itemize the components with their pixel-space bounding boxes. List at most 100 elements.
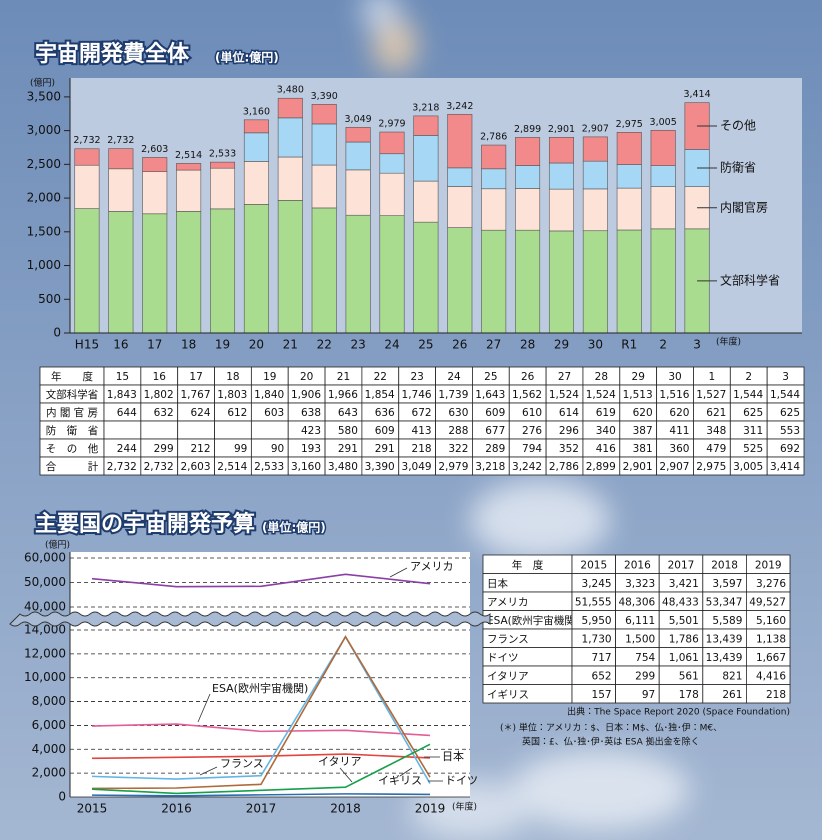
table-value: 413: [412, 425, 432, 437]
y-tick-label: 8,000: [32, 694, 66, 708]
x-tick-label: 2015: [77, 802, 108, 816]
line-series: [91, 743, 431, 795]
table-header: 2017: [668, 559, 695, 571]
total-label: 3,414: [683, 89, 710, 100]
table-value: 636: [375, 407, 395, 419]
bar-segment: [311, 123, 337, 166]
table-cell: [140, 420, 179, 440]
table-cell: [214, 420, 252, 440]
bar-segment: [650, 165, 676, 187]
table-value: 1,500: [625, 633, 655, 645]
x-tick-label: 23: [350, 338, 365, 352]
bar-segment: [447, 227, 473, 334]
chart-subtitle: (単位:億円): [215, 50, 279, 65]
legend-label: 文部科学省: [720, 272, 780, 287]
legend-leader: [339, 767, 353, 783]
table-value: 677: [485, 425, 505, 437]
x-tick-label: 21: [283, 338, 298, 352]
x-tick-label: 22: [317, 338, 332, 352]
table-value: 612: [227, 407, 247, 419]
table-value: 1,544: [770, 389, 800, 401]
table-value: 1,524: [586, 389, 616, 401]
table-header: 28: [595, 371, 608, 383]
table-value: 794: [522, 443, 542, 455]
table-value: 625: [780, 407, 800, 419]
table-value: 624: [190, 407, 210, 419]
bar-segment: [447, 113, 473, 169]
row-label: ドイツ: [487, 652, 519, 664]
legend-label: アメリカ: [410, 560, 453, 573]
table-cell: [766, 456, 805, 476]
bar-segment: [243, 161, 269, 205]
bar-segment: [582, 160, 608, 190]
table-value: 1,544: [733, 389, 763, 401]
cloud: [510, 750, 690, 830]
table-value: 291: [338, 443, 358, 455]
y-tick-label: 40,000: [24, 600, 66, 614]
table-header: 23: [410, 371, 423, 383]
table-value: 381: [633, 443, 653, 455]
bar-segment: [176, 169, 202, 212]
table-value: 1,667: [756, 652, 786, 664]
bar-segment: [582, 188, 608, 232]
unit-note: 英国：£、仏･独･伊･英は ESA 拠出金を除く: [522, 736, 700, 748]
x-tick-label: 2019: [415, 802, 446, 816]
x-axis-label: (年度): [452, 801, 477, 813]
row-label: イギリス: [487, 689, 529, 701]
bar-segment: [379, 215, 405, 334]
table-value: 13,439: [706, 633, 743, 645]
legend-leader: [199, 766, 218, 776]
y-tick-label: 0: [58, 790, 66, 804]
table-value: 48,433: [662, 596, 699, 608]
bar-segment: [345, 169, 371, 216]
legend-label: イタリア: [318, 755, 362, 768]
table-value: 416: [596, 443, 616, 455]
bar-segment: [243, 119, 269, 134]
bar-segment: [548, 162, 574, 190]
legend-leader: [389, 567, 408, 578]
x-tick-label: 17: [147, 338, 162, 352]
bar-segment: [142, 157, 168, 173]
x-tick-label: 24: [384, 338, 399, 352]
bar-segment: [311, 164, 337, 209]
y-tick-label: 500: [38, 292, 61, 306]
table-value: 1,739: [438, 389, 468, 401]
table-value: 322: [448, 443, 468, 455]
x-tick-label: 2017: [246, 802, 277, 816]
table-value: 3,049: [402, 461, 432, 473]
y-tick-label: 1,500: [27, 224, 61, 238]
table-value: 1,843: [107, 389, 137, 401]
x-tick-label: 2016: [161, 802, 192, 816]
table-value: 553: [780, 425, 800, 437]
source-note: 出典：The Space Report 2020 (Space Foundati…: [567, 706, 790, 718]
row-label: 文部科学省: [46, 388, 99, 401]
total-label: 2,533: [209, 149, 236, 160]
x-tick-label: 2: [659, 338, 667, 352]
bar-segment: [413, 221, 439, 334]
bar-segment: [481, 168, 507, 190]
table-cell: [746, 684, 791, 704]
total-label: 3,005: [650, 117, 677, 128]
bar-segment: [277, 117, 303, 158]
table-value: 5,950: [582, 615, 612, 627]
line-series: [91, 753, 431, 760]
table-header: 2015: [580, 559, 607, 571]
table-value: 1,061: [669, 652, 699, 664]
table-value: 672: [412, 407, 432, 419]
bar-segment: [74, 208, 100, 334]
bar-segment: [481, 188, 507, 231]
x-tick-label: 16: [113, 338, 128, 352]
line-series: [91, 723, 431, 737]
total-label: 2,979: [378, 119, 405, 130]
x-tick-label: 19: [215, 338, 230, 352]
total-label: 2,975: [616, 119, 643, 130]
table-value: 3,276: [756, 578, 786, 590]
table-value: 3,218: [475, 461, 505, 473]
bar-segment: [650, 129, 676, 166]
bar-segment: [243, 132, 269, 162]
total-label: 2,603: [141, 144, 168, 155]
chart-title: 宇宙開発費全体: [35, 41, 190, 67]
table-header: 19: [263, 371, 276, 383]
table-header: 29: [632, 371, 645, 383]
